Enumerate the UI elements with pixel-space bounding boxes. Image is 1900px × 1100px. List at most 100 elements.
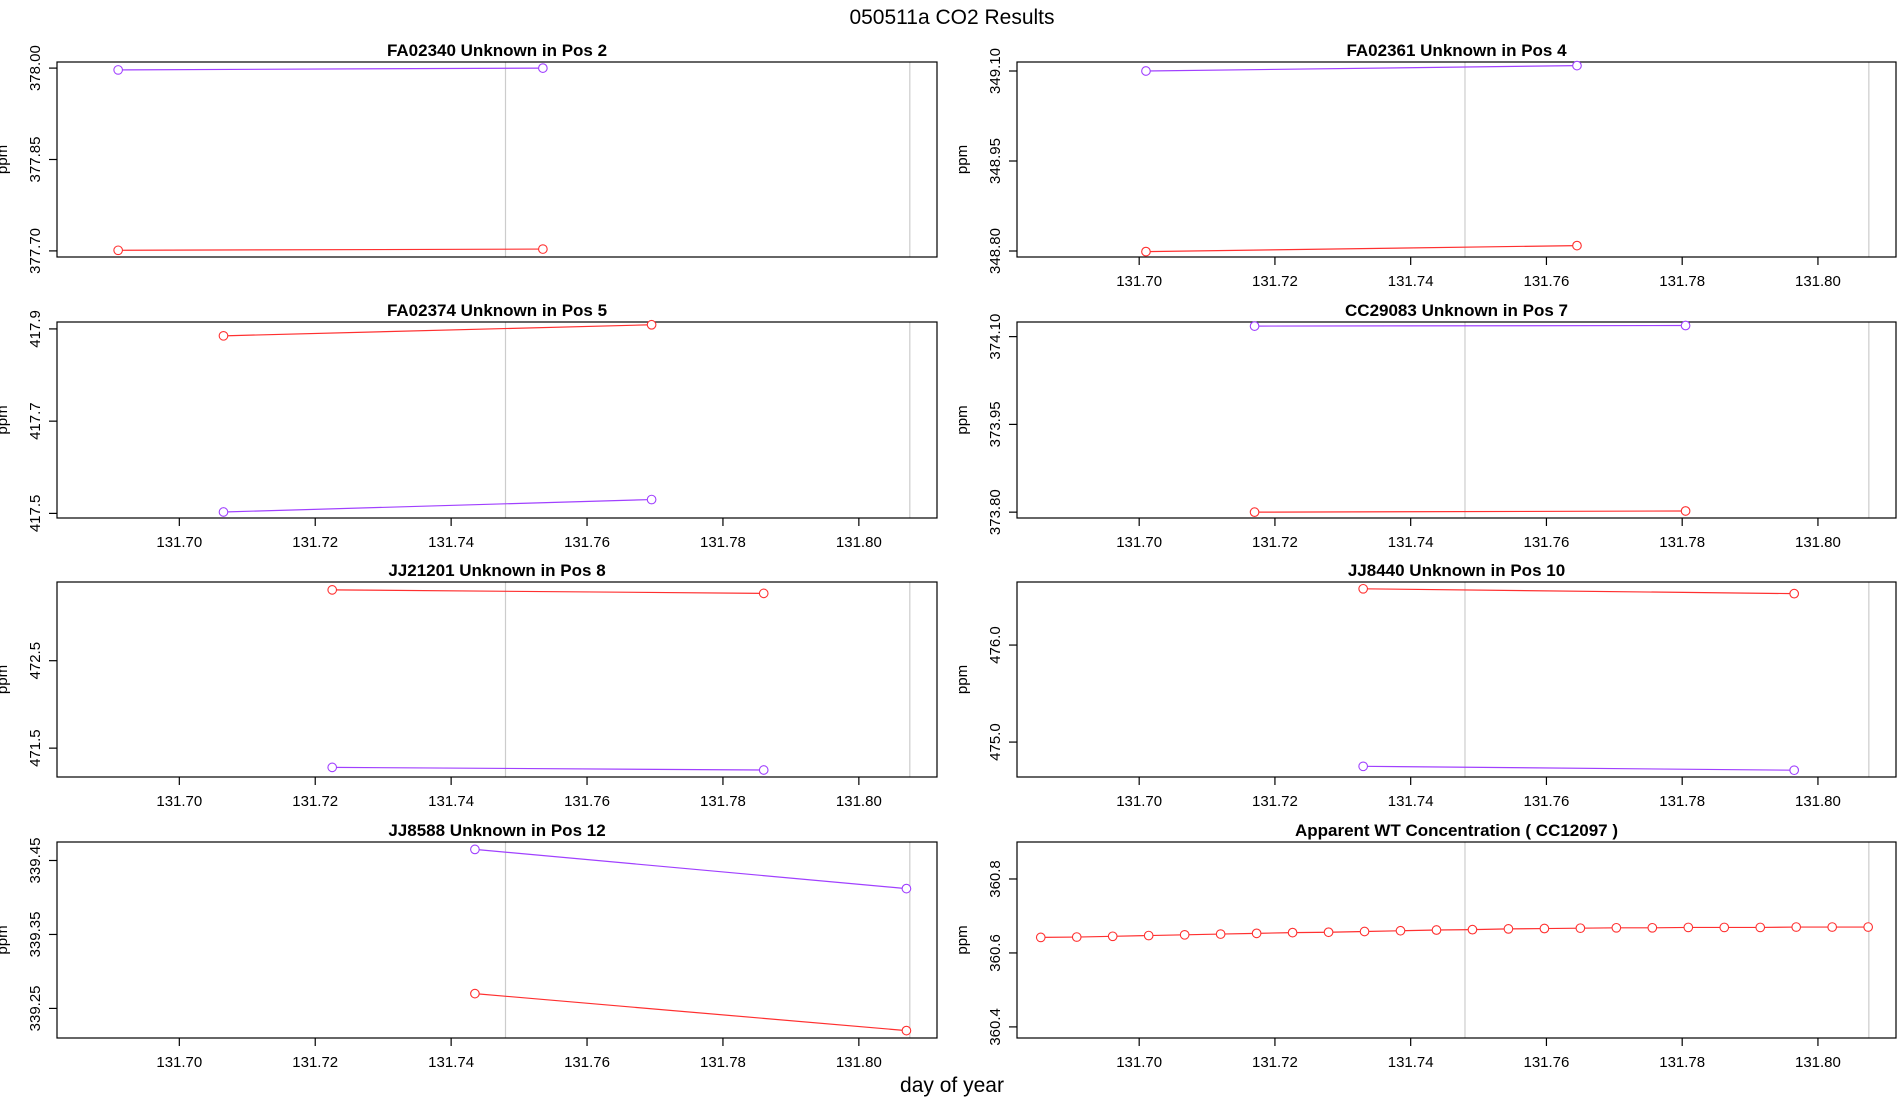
y-tick-label: 472.5 — [27, 642, 44, 680]
x-tick-label: 131.70 — [1116, 534, 1162, 551]
y-tick-label: 417.5 — [27, 495, 44, 533]
x-tick-label: 131.80 — [1795, 273, 1841, 290]
y-axis-label: ppm — [0, 925, 11, 954]
y-tick-label: 360.8 — [987, 860, 1004, 898]
data-point — [1503, 924, 1514, 934]
x-tick-label: 131.80 — [1795, 534, 1841, 551]
panel-title: JJ8440 Unknown in Pos 10 — [1348, 561, 1565, 580]
panel-title: FA02340 Unknown in Pos 2 — [387, 41, 607, 60]
data-point — [646, 494, 657, 505]
y-tick-label: 360.6 — [987, 934, 1004, 972]
x-tick-label: 131.70 — [156, 1054, 202, 1071]
panel-title: FA02374 Unknown in Pos 5 — [387, 301, 607, 320]
data-point — [1572, 60, 1582, 71]
data-point — [758, 765, 769, 775]
y-tick-label: 339.45 — [27, 838, 44, 884]
x-tick-label: 131.76 — [564, 793, 610, 810]
series-line — [1040, 926, 1869, 939]
x-tick-label: 131.72 — [1252, 534, 1298, 551]
x-tick-label: 131.78 — [700, 793, 746, 810]
y-tick-label: 471.5 — [27, 729, 44, 767]
chart-panel-1: FA02340 Unknown in Pos 2 ppm 377.70 377.85 3… — [0, 41, 938, 274]
panel-title: CC29083 Unknown in Pos 7 — [1345, 301, 1568, 320]
y-tick-label: 373.80 — [987, 489, 1004, 535]
data-point — [327, 585, 338, 595]
data-point — [113, 245, 124, 256]
data-point — [1680, 320, 1691, 331]
data-point — [1251, 928, 1262, 939]
x-tick-label: 131.70 — [1116, 793, 1162, 810]
x-tick-label: 131.70 — [156, 793, 202, 810]
y-tick-label: 417.7 — [27, 402, 44, 440]
data-point — [113, 65, 124, 75]
data-point — [1249, 507, 1260, 517]
x-tick-label: 131.74 — [428, 793, 474, 810]
x-tick-label: 131.80 — [836, 793, 882, 810]
x-tick-label: 131.76 — [1523, 1054, 1569, 1071]
plot-frame — [1016, 841, 1897, 1039]
data-point — [1789, 765, 1800, 776]
x-tick-label: 131.76 — [1523, 273, 1569, 290]
y-tick-label: 476.0 — [987, 626, 1004, 664]
chart-panel-3: FA02374 Unknown in Pos 5 ppm 417.5 417.7 417… — [0, 301, 938, 551]
data-point — [538, 63, 548, 73]
x-tick-label: 131.74 — [1388, 793, 1434, 810]
series-line — [332, 766, 764, 771]
data-point — [1789, 588, 1800, 599]
data-point — [470, 844, 480, 855]
series-line — [1363, 588, 1795, 595]
series-line — [474, 848, 907, 890]
x-tick-label: 131.80 — [836, 534, 882, 551]
data-point — [1575, 923, 1586, 934]
y-tick-label: 360.4 — [987, 1008, 1004, 1046]
data-point — [901, 1025, 912, 1036]
panel-grid: FA02340 Unknown in Pos 2 ppm 377.70 377.85 3… — [0, 41, 1897, 1071]
data-point — [1143, 930, 1154, 941]
data-point — [1358, 761, 1369, 772]
data-point — [1141, 66, 1151, 76]
data-point — [1323, 927, 1334, 938]
data-point — [218, 330, 229, 341]
data-point — [1141, 246, 1151, 257]
data-point — [758, 588, 769, 599]
data-point — [1755, 922, 1766, 933]
chart-panel-5: JJ21201 Unknown in Pos 8 ppm 471.5 472.5 131… — [0, 561, 938, 810]
x-tick-label: 131.78 — [1659, 534, 1705, 551]
chart-panel-6: JJ8440 Unknown in Pos 10 ppm 475.0 476.0 131… — [954, 561, 1897, 810]
plot-frame — [1016, 61, 1897, 258]
data-point — [1359, 926, 1370, 937]
y-axis-label: ppm — [0, 145, 11, 174]
x-tick-label: 131.74 — [1388, 534, 1434, 551]
y-axis-label: ppm — [954, 145, 971, 174]
chart-panel-7: JJ8588 Unknown in Pos 12 ppm 339.25 339.35 3… — [0, 821, 938, 1071]
x-tick-label: 131.74 — [428, 1054, 474, 1071]
series-line — [223, 324, 652, 337]
plot-frame — [56, 321, 938, 519]
y-tick-label: 377.85 — [27, 137, 44, 183]
data-point — [1827, 922, 1838, 932]
x-tick-label: 131.74 — [1388, 1054, 1434, 1071]
x-tick-label: 131.70 — [1116, 1054, 1162, 1071]
y-tick-label: 378.00 — [27, 45, 44, 91]
data-point — [218, 507, 229, 517]
plot-frame — [1016, 581, 1897, 778]
x-tick-label: 131.76 — [1523, 534, 1569, 551]
x-tick-label: 131.76 — [564, 534, 610, 551]
data-point — [1287, 927, 1298, 938]
series-line — [332, 589, 764, 594]
data-point — [1107, 931, 1118, 942]
x-tick-label: 131.78 — [1659, 1054, 1705, 1071]
y-axis-label: ppm — [0, 665, 11, 694]
panel-title: Apparent WT Concentration ( CC12097 ) — [1295, 821, 1618, 840]
data-point — [1249, 321, 1260, 331]
data-point — [1395, 925, 1406, 936]
y-axis-label: ppm — [954, 925, 971, 954]
data-point — [646, 319, 657, 330]
data-point — [1071, 932, 1082, 942]
x-tick-label: 131.80 — [836, 1054, 882, 1071]
x-tick-label: 131.70 — [1116, 273, 1162, 290]
data-point — [1431, 925, 1442, 935]
y-tick-label: 349.10 — [987, 48, 1004, 94]
x-axis-label: day of year — [900, 1074, 1004, 1097]
